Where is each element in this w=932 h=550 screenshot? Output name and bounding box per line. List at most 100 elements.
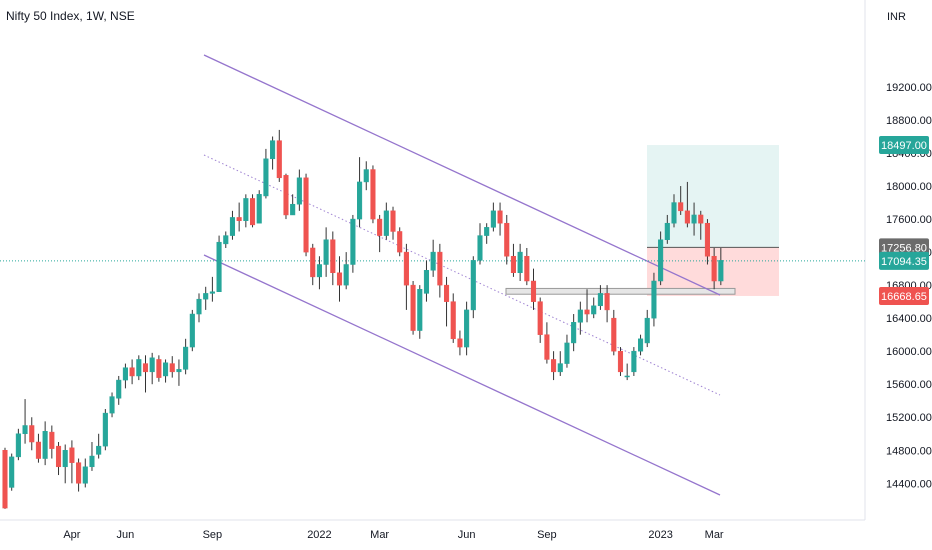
candle-body	[196, 298, 202, 315]
candle-body	[249, 198, 256, 226]
candle-body	[136, 359, 142, 377]
candle-body	[82, 466, 88, 484]
candle-body	[156, 359, 162, 378]
x-tick-label: Jun	[458, 529, 476, 541]
candle-body	[611, 317, 617, 352]
candle-body	[116, 379, 122, 399]
candle-body	[223, 235, 229, 245]
candle-body	[644, 317, 650, 344]
candle-body	[597, 293, 603, 307]
candle-body	[122, 367, 128, 381]
candle-body	[236, 217, 242, 221]
candle-body	[169, 363, 175, 373]
candle-body	[658, 239, 664, 282]
candle-body	[189, 313, 195, 348]
candle-body	[443, 284, 450, 302]
candle-body	[417, 289, 423, 331]
candle-body	[484, 227, 490, 236]
candle-body	[711, 255, 717, 282]
y-tick-label: 15600.00	[886, 379, 932, 391]
stop-price-badge-text: 16668.65	[881, 291, 927, 303]
candle-body	[577, 309, 583, 323]
x-tick-label: Apr	[63, 529, 80, 541]
candle-body	[631, 350, 637, 373]
x-tick-label: Sep	[537, 529, 557, 541]
stop-price-badge	[879, 286, 929, 305]
candle-body	[310, 247, 316, 278]
candle-body	[544, 334, 550, 360]
y-tick-label: 14800.00	[886, 445, 932, 457]
x-tick-label: 2023	[648, 529, 672, 541]
candle-body	[89, 455, 95, 468]
candle-body	[691, 214, 697, 224]
candle-body	[704, 222, 711, 257]
candle-body	[477, 235, 483, 261]
channel-median-line	[203, 154, 721, 396]
chart-title: Nifty 50 Index, 1W, NSE	[6, 9, 135, 23]
candle-body	[664, 222, 670, 240]
x-tick-label: 2022	[307, 529, 331, 541]
candle-body	[530, 280, 537, 302]
candle-body	[510, 255, 516, 274]
candle-body	[303, 177, 309, 253]
channel-lower-line	[203, 254, 721, 496]
candle-body	[316, 264, 322, 278]
target-price-badge	[879, 136, 929, 155]
candle-body	[276, 140, 282, 179]
candle-body	[216, 241, 222, 292]
candle-body	[176, 369, 182, 373]
channel-upper-line	[203, 54, 721, 296]
candle-body	[350, 218, 356, 265]
candle-body	[638, 338, 644, 352]
candle-body	[450, 301, 456, 340]
candle-body	[457, 338, 463, 348]
candle-body	[490, 210, 496, 228]
y-tick-label: 16000.00	[886, 346, 932, 358]
candle-body	[76, 462, 82, 484]
candle-body	[423, 270, 430, 294]
candle-body	[383, 210, 389, 236]
y-tick-label: 17600.00	[886, 214, 932, 226]
x-tick-label: Mar	[370, 529, 389, 541]
candle-body	[504, 222, 510, 257]
candle-body	[617, 350, 624, 373]
candle-body	[624, 375, 630, 378]
candle-body	[243, 198, 249, 221]
candle-body	[718, 260, 724, 282]
x-tick-label: Jun	[117, 529, 135, 541]
y-tick-label: 19200.00	[886, 82, 932, 94]
candle-body	[203, 293, 209, 300]
y-tick-label: 18000.00	[886, 181, 932, 193]
candle-body	[377, 218, 383, 236]
candle-body	[209, 291, 215, 294]
candle-body	[35, 441, 42, 459]
y-tick-label: 15200.00	[886, 412, 932, 424]
candle-body	[464, 309, 470, 348]
candle-body	[470, 260, 476, 311]
candle-body	[263, 158, 269, 197]
candle-body	[517, 251, 523, 274]
candle-body	[229, 217, 236, 236]
candle-body	[62, 450, 68, 468]
candle-body	[55, 445, 62, 468]
candle-body	[256, 194, 262, 224]
candle-body	[370, 169, 376, 220]
candle-body	[149, 357, 155, 373]
candle-body	[604, 293, 610, 311]
candle-body	[397, 231, 403, 253]
candle-body	[684, 210, 690, 224]
candle-body	[102, 412, 108, 447]
candle-body	[403, 251, 409, 286]
last-price-badge-text: 17094.35	[881, 256, 927, 268]
candle-body	[437, 251, 443, 286]
candle-body	[571, 322, 577, 344]
last-price-badge	[879, 251, 929, 270]
candle-body	[497, 210, 503, 224]
candle-body	[22, 425, 28, 435]
y-tick-label: 18800.00	[886, 115, 932, 127]
candle-body	[678, 202, 684, 212]
candle-body	[129, 367, 135, 377]
y-tick-label: 16400.00	[886, 313, 932, 325]
candle-body	[323, 239, 329, 265]
